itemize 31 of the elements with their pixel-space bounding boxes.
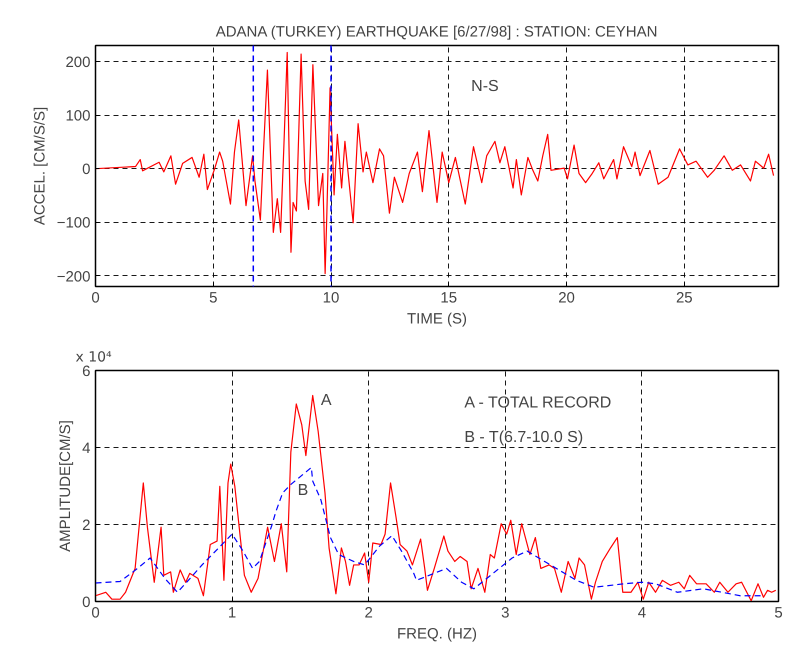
- x-tick-label: 5: [209, 290, 218, 306]
- x-tick-label: 25: [676, 290, 693, 306]
- y-tick-label: 0: [82, 161, 90, 178]
- annotation: B - T(6.7-10.0 S): [464, 428, 584, 446]
- x-axis-title: TIME (S): [407, 310, 468, 328]
- x-tick-label: 3: [501, 604, 510, 622]
- y-tick-label: −200: [56, 268, 91, 286]
- text: x 10⁴: [76, 350, 112, 366]
- y-tick-label: 200: [65, 54, 91, 72]
- y-axis-title: ACCEL. [CM/S/S]: [32, 106, 49, 226]
- x-tick-label: 5: [774, 604, 783, 622]
- y-tick-label: 100: [65, 108, 91, 125]
- y-tick-label: −100: [56, 214, 91, 232]
- y-tick-label: 0: [82, 594, 90, 611]
- x-tick-label: 10: [322, 290, 340, 306]
- y-tick-label: 2: [82, 517, 90, 534]
- x-tick-label: 2: [364, 604, 373, 622]
- line-series: [96, 394, 776, 602]
- x-tick-label: 15: [440, 290, 458, 306]
- annotation: A - TOTAL RECORD: [464, 394, 612, 412]
- annotation: A: [320, 392, 332, 410]
- y-axis-title: AMPLITUDE[CM/S]: [57, 420, 74, 552]
- annotation: B: [298, 482, 308, 500]
- chart-title: ADANA (TURKEY) EARTHQUAKE [6/27/98] : STATION: CEYHAN: [216, 24, 658, 40]
- x-axis-title: FREQ. (HZ): [397, 626, 478, 642]
- y-tick-label: 4: [82, 440, 90, 457]
- x-tick-label: 4: [638, 604, 646, 622]
- annotation: N-S: [471, 78, 499, 95]
- x-tick-label: 20: [558, 290, 575, 306]
- x-tick-label: 1: [228, 604, 236, 622]
- y-tick-label: 6: [82, 363, 90, 380]
